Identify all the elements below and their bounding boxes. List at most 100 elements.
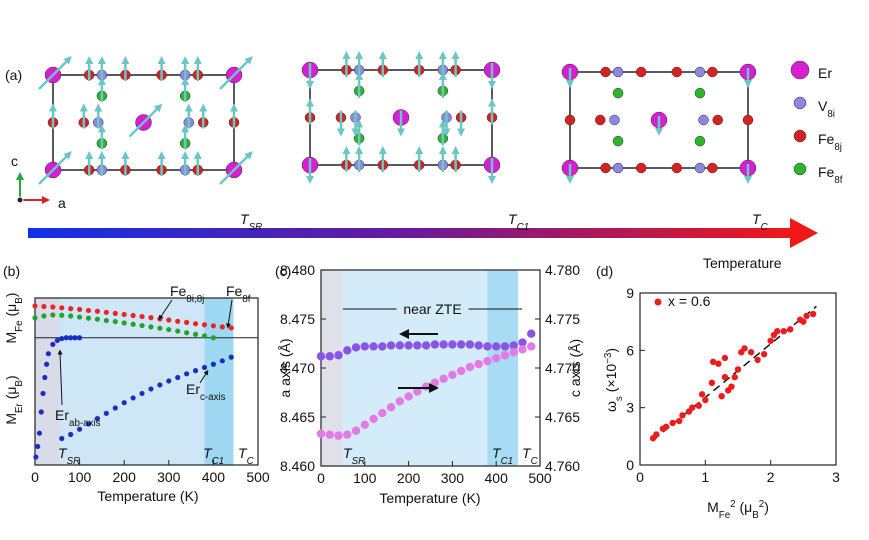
data-point (439, 374, 448, 383)
data-point (689, 404, 696, 411)
leader-line (199, 369, 209, 384)
data-point (360, 420, 369, 430)
atom (564, 114, 576, 126)
legend-label: V8i (818, 98, 835, 120)
atom (707, 162, 718, 174)
data-point (343, 430, 352, 439)
data-point (421, 341, 431, 350)
atom (635, 66, 647, 78)
data-point (184, 371, 190, 377)
atom (742, 114, 754, 126)
data-point (721, 373, 729, 381)
spin-arrow (219, 151, 253, 185)
plot-frame (639, 292, 837, 466)
data-point (40, 390, 46, 397)
data-point (386, 341, 396, 350)
temperature-marker-part: T (492, 445, 502, 461)
data-point (404, 341, 413, 350)
panel-label: (b) (3, 263, 20, 279)
data-point (41, 313, 47, 319)
data-point (474, 341, 483, 350)
atom (671, 66, 683, 78)
x-tick-label: 300 (441, 470, 465, 486)
data-point (669, 419, 676, 427)
data-point (77, 335, 83, 341)
data-point (192, 331, 199, 337)
data-point (404, 392, 413, 401)
data-point (121, 311, 127, 318)
series-label-part: Fe (170, 283, 187, 299)
data-point (369, 414, 378, 424)
x-axis-title: MFe2 (μB2) (707, 499, 769, 521)
shaded-region (204, 298, 234, 465)
x-tick-label: 0 (317, 470, 325, 486)
data-point (130, 321, 136, 327)
data-point (662, 423, 670, 430)
data-point (157, 325, 163, 331)
data-point (456, 340, 466, 349)
data-point (121, 320, 127, 326)
data-point (228, 325, 234, 331)
temperature-marker-sub: C1 (212, 456, 225, 467)
y-axis-title-part: (μ (3, 387, 19, 404)
legend-label-sub: 8j (834, 142, 842, 153)
data-point (413, 387, 422, 396)
data-point (800, 318, 807, 325)
data-point (210, 323, 216, 329)
data-point (148, 386, 154, 392)
x-axis-title: Temperature (K) (97, 488, 198, 504)
x-tick-label: 400 (485, 470, 509, 486)
data-point (509, 348, 518, 357)
atom (694, 66, 706, 78)
x-tick-label: 100 (68, 469, 92, 485)
data-point (85, 307, 92, 314)
y-axis-title-sub: B (14, 297, 25, 304)
data-point (721, 354, 729, 362)
data-point (36, 430, 43, 436)
x-tick-label: 200 (113, 469, 137, 485)
temperature-marker-part: T (343, 445, 353, 461)
series-label-sub: ab-axis (69, 418, 101, 429)
plot-frame (34, 297, 259, 466)
temperature-marker-sub: SR (67, 456, 81, 467)
temperature-marker: TC (522, 445, 539, 467)
data-point (378, 342, 387, 351)
atom (609, 114, 620, 126)
y-tick-label: 3 (626, 400, 634, 416)
atom (707, 66, 718, 78)
leader-line (225, 299, 233, 329)
data-point (192, 321, 199, 327)
data-point (192, 368, 199, 374)
data-point (32, 315, 38, 321)
series-label: Fe8f (226, 283, 251, 305)
data-point (103, 309, 109, 315)
data-point (94, 416, 101, 422)
span-label: near ZTE (403, 301, 461, 317)
y-tick-label: 0 (626, 457, 634, 473)
legend-label: Fe8f (818, 164, 843, 186)
temperature-bar (28, 228, 794, 238)
data-point (360, 342, 369, 351)
axis-origin (16, 196, 24, 204)
y-tick-label: 6 (626, 342, 634, 358)
data-point (754, 356, 761, 364)
atom (671, 162, 683, 174)
data-point (760, 350, 768, 358)
series-label-part: Er (55, 407, 69, 423)
y-axis-title-sub: s (614, 396, 625, 401)
data-point (121, 400, 127, 406)
temperature-marker: TC (752, 211, 769, 233)
data-point (734, 366, 742, 373)
data-point (77, 314, 83, 320)
y-axis-title-part: (μ (3, 304, 19, 321)
temperature-marker: TC1 (508, 211, 529, 233)
data-point (767, 337, 774, 344)
data-point (63, 335, 69, 341)
atom (600, 162, 611, 174)
spin-arrow (219, 56, 253, 90)
x-tick-label: 100 (353, 470, 377, 486)
temperature-marker: TSR (343, 445, 365, 467)
y-axis-title-part: ω (603, 401, 619, 412)
data-point (59, 312, 65, 318)
